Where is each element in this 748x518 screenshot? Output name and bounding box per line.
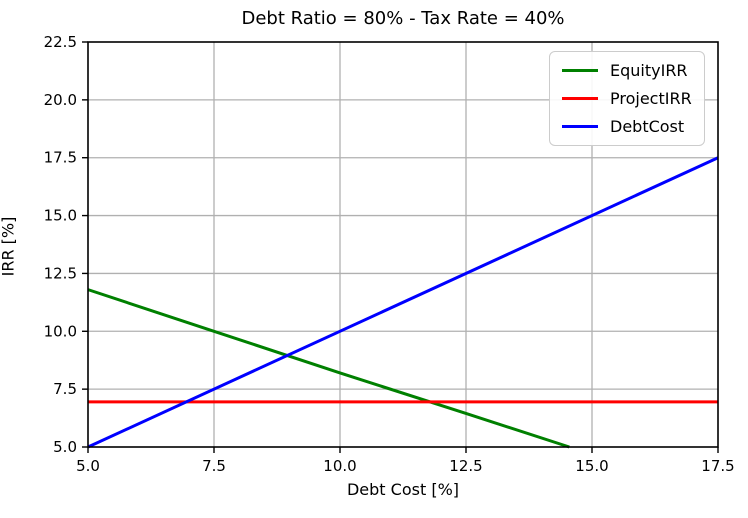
y-tick-label: 12.5: [44, 264, 77, 282]
y-tick-label: 5.0: [53, 438, 77, 456]
y-tick-label: 10.0: [44, 322, 77, 340]
legend-item-projectirr: ProjectIRR: [562, 89, 692, 108]
legend-label-debtcost: DebtCost: [610, 117, 685, 136]
legend-label-projectirr: ProjectIRR: [610, 89, 692, 108]
x-tick-label: 17.5: [701, 457, 734, 475]
x-tick-label: 12.5: [449, 457, 482, 475]
y-axis-label: IRR [%]: [0, 216, 18, 277]
y-tick-label: 22.5: [44, 33, 77, 51]
y-tick-label: 17.5: [44, 149, 77, 167]
legend-label-equityirr: EquityIRR: [610, 61, 688, 80]
legend-swatch-debtcost: [562, 125, 598, 128]
series-line-equityirr: [87, 288, 570, 449]
y-tick-label: 7.5: [53, 380, 77, 398]
y-tick-label: 20.0: [44, 91, 77, 109]
series-line-debtcost: [87, 156, 719, 449]
chart-title: Debt Ratio = 80% - Tax Rate = 40%: [241, 8, 565, 29]
legend-swatch-equityirr: [562, 69, 598, 72]
legend-item-equityirr: EquityIRR: [562, 61, 692, 80]
x-tick-label: 7.5: [202, 457, 226, 475]
x-tick-label: 10.0: [323, 457, 356, 475]
legend-item-debtcost: DebtCost: [562, 117, 692, 136]
y-tick-label: 15.0: [44, 207, 77, 225]
axes-frame: [87, 41, 719, 448]
legend: EquityIRR ProjectIRR DebtCost: [549, 51, 705, 146]
legend-swatch-projectirr: [562, 97, 598, 100]
x-tick-label: 5.0: [76, 457, 100, 475]
x-axis-label: Debt Cost [%]: [346, 480, 460, 499]
x-tick-label: 15.0: [575, 457, 608, 475]
